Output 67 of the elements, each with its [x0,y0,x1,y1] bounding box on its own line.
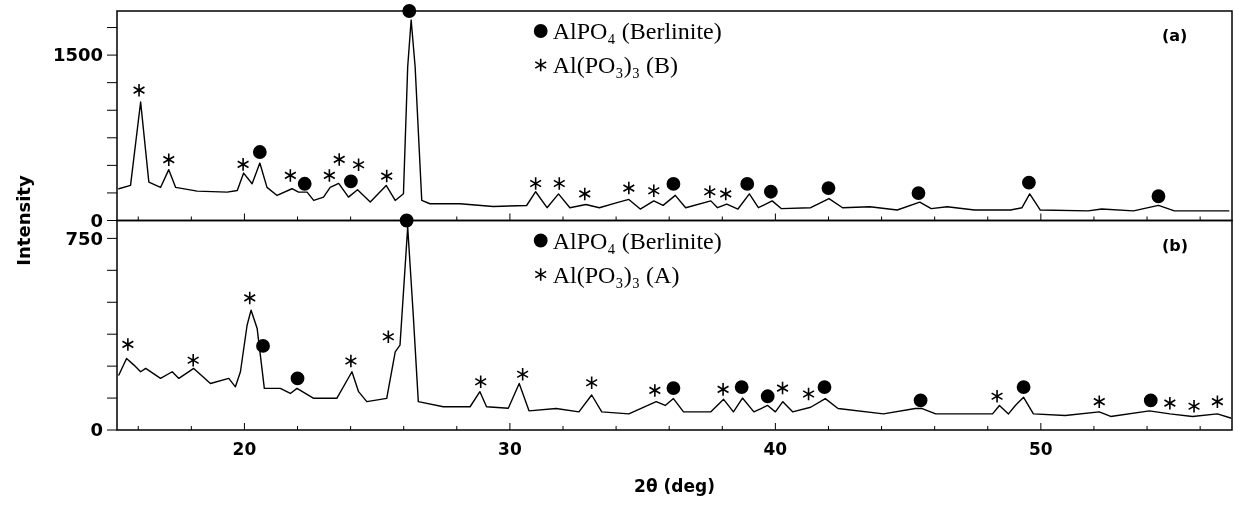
y-tick-label: 1500 [52,44,103,66]
point [1143,393,1158,408]
point [162,152,175,167]
point [622,181,636,196]
point [323,168,336,183]
point [578,186,591,201]
point [763,184,778,199]
point [703,184,717,199]
point [1163,396,1177,411]
point [719,186,732,201]
point [553,176,566,191]
point [821,181,836,195]
point [256,339,270,353]
point [1016,380,1031,394]
x-tick-label: 20 [232,439,257,459]
legend-label: AlPO₄ (Berlinite) [552,18,722,45]
point [585,375,598,390]
point [284,168,297,183]
y-tick-label: 0 [90,419,103,441]
point [352,157,365,172]
x-axis-title: 2θ (deg) [634,476,715,496]
point [1022,175,1036,190]
point [344,353,358,369]
x-tick-label: 40 [763,439,788,459]
point [1151,189,1166,204]
annotation: (a) [1162,26,1188,45]
point [380,169,393,184]
point [297,176,312,191]
annotation: (b) [1162,235,1189,255]
point [716,382,730,397]
point [252,145,267,159]
point [666,177,681,191]
point [740,177,755,191]
point [734,380,749,394]
point [913,393,928,408]
point [666,381,681,395]
point [529,176,542,191]
point [343,174,358,189]
point [121,337,135,352]
point [332,152,346,167]
point [648,383,662,398]
point [382,329,395,344]
point [516,367,529,382]
point [236,157,250,172]
point [990,389,1004,404]
legend-label: Al(PO₃)₃ (B) [552,52,679,79]
x-tick-label: 50 [1029,439,1053,459]
point [817,380,832,394]
point [1187,399,1201,414]
point [1211,394,1224,409]
point [776,381,789,396]
point [1093,394,1106,409]
point [760,389,775,404]
point [290,371,305,386]
point [243,290,256,305]
point [911,186,926,200]
x-tick-label: 30 [498,439,522,459]
point [186,353,200,368]
legend-label: Al(PO₃)₃ (A) [552,261,680,288]
legend-label: AlPO₄ (Berlinite) [552,227,722,254]
point [132,83,146,98]
point [802,386,815,402]
y-axis-title: Intensity [13,175,34,266]
point [474,374,487,389]
point [402,4,417,18]
point [399,213,414,228]
point [647,183,661,198]
